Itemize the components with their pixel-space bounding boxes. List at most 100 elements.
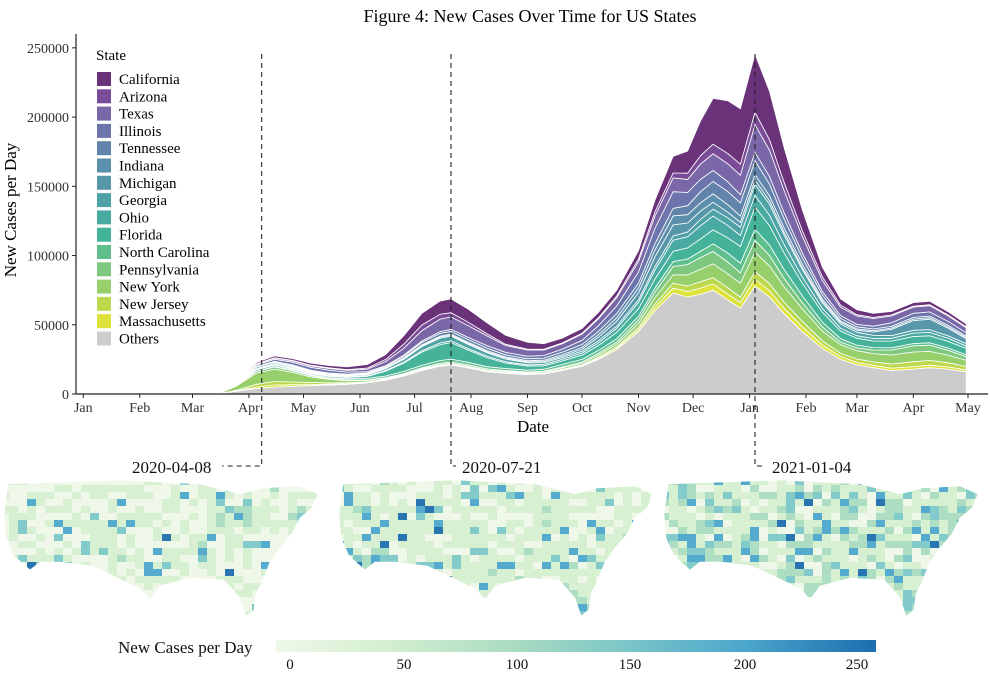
county-cell xyxy=(198,513,207,520)
county-cell xyxy=(324,583,325,590)
county-cell xyxy=(641,548,650,555)
county-cell xyxy=(777,541,786,548)
county-cell xyxy=(54,527,63,534)
county-cell xyxy=(108,513,117,520)
county-cell xyxy=(18,485,27,492)
y-axis-label: New Cases per Day xyxy=(1,142,20,277)
county-cell xyxy=(452,480,461,485)
county-cell xyxy=(315,513,318,520)
county-cell xyxy=(723,576,732,583)
county-cell xyxy=(344,520,353,527)
county-cell xyxy=(297,541,306,548)
county-cell xyxy=(389,618,398,625)
county-cell xyxy=(45,576,54,583)
county-cell xyxy=(434,541,443,548)
legend-label: New Jersey xyxy=(119,297,189,313)
county-cell xyxy=(252,527,261,534)
county-cell xyxy=(596,520,605,527)
county-cell xyxy=(36,527,45,534)
county-cell xyxy=(795,597,804,604)
us-outline xyxy=(338,479,654,617)
county-cell xyxy=(416,618,425,625)
county-cell xyxy=(858,576,867,583)
county-cell xyxy=(939,590,948,597)
county-cell xyxy=(425,611,434,616)
county-cell xyxy=(207,506,216,513)
county-cell xyxy=(339,506,344,513)
county-cell xyxy=(207,597,216,604)
county-cell xyxy=(189,611,198,616)
county-cell xyxy=(344,513,353,520)
county-cell xyxy=(596,499,605,506)
county-cell xyxy=(416,604,425,611)
us-outline xyxy=(3,479,319,617)
county-cell xyxy=(930,548,939,555)
county-cell xyxy=(696,534,705,541)
county-cell xyxy=(324,506,325,513)
county-cell xyxy=(614,576,623,583)
county-cell xyxy=(885,480,894,485)
county-cell xyxy=(216,583,225,590)
us-county-map xyxy=(338,479,654,625)
county-cell xyxy=(975,480,978,485)
county-cell xyxy=(108,520,117,527)
county-cell xyxy=(180,618,189,625)
county-cell xyxy=(63,527,72,534)
county-cell xyxy=(497,492,506,499)
county-cell xyxy=(840,534,849,541)
county-cell xyxy=(45,569,54,576)
county-cell xyxy=(786,555,795,562)
county-cell xyxy=(380,485,389,492)
county-cell xyxy=(714,604,723,611)
county-cell xyxy=(903,555,912,562)
county-cell xyxy=(605,492,614,499)
county-cell xyxy=(380,492,389,499)
county-cell xyxy=(288,562,297,569)
county-cell xyxy=(966,527,975,534)
county-cell xyxy=(27,611,36,616)
county-cell xyxy=(261,513,270,520)
county-cell xyxy=(9,611,18,616)
county-cell xyxy=(876,527,885,534)
county-cell xyxy=(623,590,632,597)
county-cell xyxy=(27,583,36,590)
county-cell xyxy=(99,527,108,534)
county-cell xyxy=(90,583,99,590)
county-cell xyxy=(398,499,407,506)
county-cell xyxy=(135,527,144,534)
county-cell xyxy=(822,604,831,611)
legend-label: Arizona xyxy=(119,89,168,105)
county-cell xyxy=(984,534,990,541)
county-cell xyxy=(894,506,903,513)
county-cell xyxy=(297,562,306,569)
county-cell xyxy=(714,562,723,569)
county-cell xyxy=(108,485,117,492)
county-cell xyxy=(371,562,380,569)
county-cell xyxy=(975,590,978,597)
county-cell xyxy=(921,604,930,611)
county-cell xyxy=(605,590,614,597)
county-cell xyxy=(407,562,416,569)
county-cell xyxy=(339,555,344,562)
county-cell xyxy=(930,618,939,625)
county-cell xyxy=(252,604,261,611)
county-cell xyxy=(840,583,849,590)
county-cell xyxy=(912,604,921,611)
county-cell xyxy=(804,485,813,492)
county-cell xyxy=(497,576,506,583)
county-cell xyxy=(126,485,135,492)
county-cell xyxy=(569,480,578,485)
county-cell xyxy=(948,618,957,625)
county-cell xyxy=(135,604,144,611)
county-cell xyxy=(984,604,990,611)
county-cell xyxy=(252,548,261,555)
county-cell xyxy=(479,513,488,520)
county-cell xyxy=(732,597,741,604)
county-cell xyxy=(542,548,551,555)
county-cell xyxy=(723,590,732,597)
county-cell xyxy=(153,562,162,569)
county-cell xyxy=(939,611,948,616)
county-cell xyxy=(524,569,533,576)
colorbar-tick: 250 xyxy=(845,657,869,673)
legend-label: Tennessee xyxy=(119,141,181,157)
